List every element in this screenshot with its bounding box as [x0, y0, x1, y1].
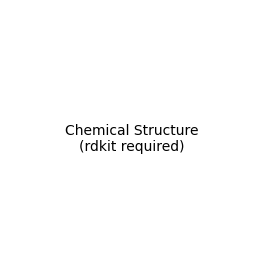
Text: Chemical Structure
(rdkit required): Chemical Structure (rdkit required)	[66, 124, 199, 155]
